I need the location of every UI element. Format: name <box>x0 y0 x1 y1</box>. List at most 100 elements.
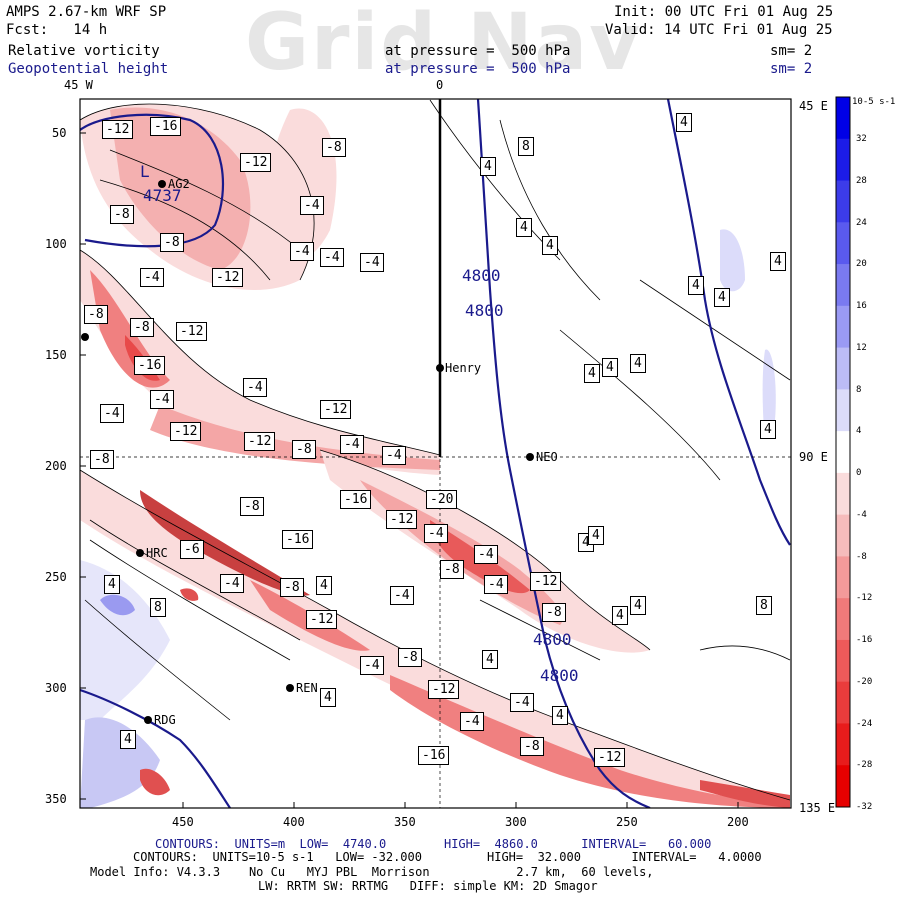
colorbar-swatch <box>836 472 850 516</box>
vorticity-contour-label: 4 <box>120 730 136 749</box>
vorticity-contour-label: 4 <box>104 575 120 594</box>
low-center-marker: L <box>140 162 150 181</box>
vorticity-contour-label: 4 <box>714 288 730 307</box>
colorbar-swatch <box>836 389 850 432</box>
colorbar-tick-label: 20 <box>856 259 867 270</box>
colorbar-swatch <box>836 347 850 390</box>
colorbar-tick-label: 12 <box>856 342 867 353</box>
vorticity-contour-label: -4 <box>484 575 508 594</box>
colorbar-swatch <box>836 598 850 641</box>
colorbar-tick-label: 4 <box>856 426 862 437</box>
colorbar-swatch <box>836 723 850 766</box>
colorbar-tick-label: 8 <box>856 384 862 395</box>
height-label: 4800 <box>540 666 579 685</box>
y-tick: 300 <box>45 681 67 695</box>
vorticity-contour-label: 4 <box>760 420 776 439</box>
colorbar-tick-label: -8 <box>856 551 867 562</box>
vorticity-contour-label: -12 <box>428 680 460 699</box>
vorticity-contour-label: -8 <box>110 205 134 224</box>
model-title: AMPS 2.67-km WRF SP <box>6 4 167 20</box>
colorbar-tick-label: 0 <box>856 468 862 479</box>
colorbar <box>836 97 850 808</box>
field1-name: Relative vorticity <box>8 43 160 59</box>
colorbar-tick-label: -28 <box>856 760 873 771</box>
vorticity-contour-label: 4 <box>480 157 496 176</box>
vorticity-contour-label: 4 <box>584 364 600 383</box>
vorticity-contour-label: -4 <box>100 404 124 423</box>
height-contour-info: CONTOURS: UNITS=m LOW= 4740.0 HIGH= 4860… <box>155 837 712 851</box>
vorticity-contour-label: 4 <box>588 526 604 545</box>
vorticity-contour-label: -16 <box>282 530 314 549</box>
colorbar-swatch <box>836 431 850 474</box>
vorticity-contour-label: -8 <box>84 305 108 324</box>
x-tick: 350 <box>394 815 416 829</box>
physics-info: LW: RRTM SW: RRTMG DIFF: simple KM: 2D S… <box>258 879 598 893</box>
vorticity-contour-label: -6 <box>180 540 204 559</box>
plot-frame <box>79 98 792 809</box>
field2-name: Geopotential height <box>8 61 169 77</box>
vorticity-contour-label: -16 <box>340 490 372 509</box>
y-tick: 200 <box>45 459 67 473</box>
vorticity-contour-label: -12 <box>212 268 244 287</box>
vorticity-contour-label: -4 <box>424 524 448 543</box>
lon-label-90e: 90 E <box>799 450 828 464</box>
vorticity-contour-label: -4 <box>320 248 344 267</box>
vorticity-contour-label: -12 <box>102 120 134 139</box>
vorticity-contour-label: -8 <box>160 233 184 252</box>
field1-level: at pressure = 500 hPa <box>385 43 571 59</box>
vorticity-contour-label: -4 <box>300 196 324 215</box>
x-tick: 200 <box>727 815 749 829</box>
height-label: 4800 <box>462 266 501 285</box>
y-tick: 150 <box>45 348 67 362</box>
colorbar-swatch <box>836 138 850 182</box>
vorticity-contour-label: 4 <box>612 606 628 625</box>
colorbar-swatch <box>836 639 850 683</box>
vorticity-contour-label: -12 <box>240 153 272 172</box>
watermark: Grid Nav <box>245 0 642 88</box>
station-label: RDG <box>154 713 176 727</box>
vorticity-contour-label: -4 <box>150 390 174 409</box>
y-tick: 100 <box>45 237 67 251</box>
vorticity-contour-label: 4 <box>630 354 646 373</box>
colorbar-tick-label: -32 <box>856 802 873 813</box>
colorbar-swatch <box>836 765 850 808</box>
lon-label-45w: 45 W <box>64 78 93 92</box>
vorticity-contour-label: -16 <box>418 746 450 765</box>
vorticity-contour-label: -12 <box>170 422 202 441</box>
vorticity-contour-info: CONTOURS: UNITS=10-5 s-1 LOW= -32.000 HI… <box>133 850 762 864</box>
lon-label-0: 0 <box>436 78 444 92</box>
colorbar-unit: 10-5 s-1 <box>852 97 896 107</box>
vorticity-contours <box>80 99 791 801</box>
vorticity-contour-label: -8 <box>440 560 464 579</box>
colorbar-tick-label: 28 <box>856 175 867 186</box>
vorticity-contour-label: -4 <box>340 435 364 454</box>
vorticity-contour-label: -16 <box>134 356 166 375</box>
height-contours <box>80 99 791 808</box>
vorticity-contour-label: 4 <box>688 276 704 295</box>
vorticity-contour-label: -4 <box>474 545 498 564</box>
vorticity-contour-label: -12 <box>244 432 276 451</box>
field2-level: at pressure = 500 hPa <box>385 61 571 77</box>
height-label: 4800 <box>465 301 504 320</box>
vorticity-contour-label: -8 <box>292 440 316 459</box>
model-info: Model Info: V4.3.3 No Cu MYJ PBL Morriso… <box>90 865 654 879</box>
height-label: 4800 <box>533 630 572 649</box>
vorticity-contour-label: 8 <box>150 598 166 617</box>
colorbar-tick-label: 16 <box>856 301 867 312</box>
vorticity-contour-label: -4 <box>360 656 384 675</box>
vorticity-contour-label: -12 <box>386 510 418 529</box>
vorticity-contour-label: -12 <box>306 610 338 629</box>
colorbar-swatch <box>836 222 850 265</box>
y-tick: 350 <box>45 792 67 806</box>
vorticity-contour-label: 4 <box>316 576 332 595</box>
colorbar-swatch <box>836 97 850 140</box>
colorbar-tick-label: -20 <box>856 676 873 687</box>
colorbar-swatch <box>836 514 850 557</box>
vorticity-contour-label: -8 <box>240 497 264 516</box>
vorticity-contour-label: -4 <box>460 712 484 731</box>
vorticity-contour-label: 8 <box>756 596 772 615</box>
vorticity-contour-label: 4 <box>542 236 558 255</box>
vorticity-contour-label: 4 <box>676 113 692 132</box>
station-label: AG2 <box>168 177 190 191</box>
